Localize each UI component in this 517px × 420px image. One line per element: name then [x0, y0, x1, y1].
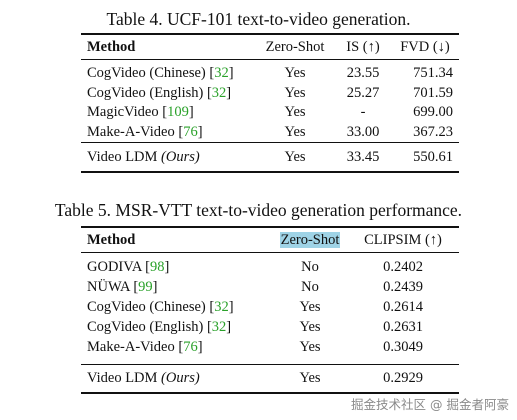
- citation-link[interactable]: 32: [214, 65, 229, 81]
- table4-row-fvd: 367.23: [413, 123, 453, 140]
- citation-link[interactable]: 32: [211, 84, 227, 101]
- table5-row-method: CogVideo (Chinese) [32]: [87, 299, 234, 315]
- table5-row-clipsim: 0.2439: [383, 279, 423, 295]
- table4-header-is: IS (↑): [346, 39, 380, 55]
- table4-bottom-rule: [81, 171, 459, 173]
- table5-mid-rule: [81, 364, 459, 365]
- citation-link[interactable]: 98: [150, 259, 165, 275]
- table5-row-zero-shot: No: [301, 259, 319, 275]
- table5-ours-clipsim: 0.2929: [383, 370, 423, 386]
- table5-row-clipsim: 0.2402: [383, 259, 423, 275]
- table5-row-zero-shot: Yes: [299, 319, 321, 335]
- citation-link[interactable]: 32: [211, 319, 227, 335]
- table4-row-zero-shot: Yes: [284, 123, 306, 140]
- table4-row-is: 23.55: [346, 65, 380, 81]
- table4-row-fvd: 751.34: [413, 65, 453, 81]
- table4-row-is: 33.00: [346, 123, 380, 140]
- table4-ours-is: 33.45: [346, 149, 380, 165]
- table4-row-zero-shot: Yes: [284, 65, 306, 81]
- table4-row-method: Make-A-Video [76]: [87, 123, 203, 140]
- table5-row-zero-shot: No: [301, 279, 319, 295]
- table4-header-zero-shot: Zero-Shot: [265, 39, 325, 55]
- table5-top-rule: [81, 226, 459, 228]
- citation-link[interactable]: 32: [214, 299, 229, 315]
- table5-caption: Table 5. MSR-VTT text-to-video generatio…: [54, 200, 463, 220]
- table5-row-method: CogVideo (English) [32]: [87, 319, 232, 335]
- table5-row-zero-shot: Yes: [299, 299, 321, 315]
- table4-ours-zero-shot: Yes: [284, 149, 306, 165]
- table4-mid-rule: [81, 142, 459, 143]
- table4-row-is: 25.27: [346, 84, 380, 101]
- table5-header-rule: [81, 252, 459, 253]
- table5-header-clipsim: CLIPSIM (↑): [364, 232, 442, 248]
- table5-bottom-rule: [81, 392, 459, 394]
- table4-row-zero-shot: Yes: [284, 104, 306, 120]
- table4-row-fvd: 701.59: [413, 84, 453, 101]
- table4-caption: Table 4. UCF-101 text-to-video generatio…: [106, 9, 411, 29]
- table4-row-method: CogVideo (English) [32]: [87, 84, 232, 101]
- table4-row-fvd: 699.00: [413, 104, 453, 120]
- table5-ours-method: Video LDM (Ours): [87, 370, 200, 386]
- table5-row-clipsim: 0.2631: [383, 319, 423, 335]
- table4-row-method: CogVideo (Chinese) [32]: [87, 65, 234, 81]
- table5-row-method: GODIVA [98]: [87, 259, 170, 275]
- citation-link[interactable]: 76: [183, 123, 198, 140]
- table4-ours-method: Video LDM (Ours): [87, 149, 200, 165]
- table4-header-method: Method: [87, 39, 136, 55]
- table5-header-method: Method: [87, 232, 136, 248]
- table5-ours-zero-shot: Yes: [299, 370, 321, 386]
- table4-top-rule: [81, 33, 459, 35]
- table4-ours-fvd: 550.61: [413, 149, 453, 165]
- table5-header-zero-shot: Zero-Shot: [279, 232, 341, 248]
- table5-row-method: NÜWA [99]: [87, 279, 158, 295]
- table5-row-clipsim: 0.2614: [383, 299, 423, 315]
- table4-header-fvd: FVD (↓): [400, 39, 450, 55]
- table4-row-is: -: [360, 104, 366, 120]
- table5-row-method: Make-A-Video [76]: [87, 339, 203, 355]
- citation-link[interactable]: 99: [138, 279, 153, 295]
- table4-header-rule: [81, 59, 459, 60]
- table4-row-method: MagicVideo [109]: [87, 104, 194, 120]
- table4-row-zero-shot: Yes: [284, 84, 306, 101]
- table5-row-clipsim: 0.3049: [383, 339, 423, 355]
- table5-row-zero-shot: Yes: [299, 339, 321, 355]
- citation-link[interactable]: 76: [183, 339, 198, 355]
- citation-link[interactable]: 109: [167, 104, 189, 120]
- watermark: 掘金技术社区 @ 掘金者阿豪: [351, 397, 509, 412]
